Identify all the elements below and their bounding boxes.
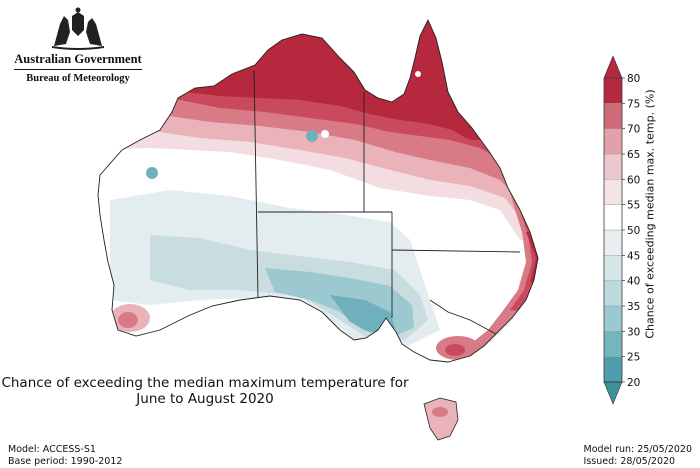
footer-right: Model run: 25/05/2020 Issued: 28/05/2020 [584, 444, 692, 468]
legend-max-arrow [603, 55, 623, 79]
model-label: Model: ACCESS-S1 [8, 444, 96, 455]
map-title-line-1: Chance of exceeding the median maximum t… [1, 375, 409, 391]
legend-tick-label: 55 [627, 200, 640, 212]
legend-tick-label: 80 [627, 73, 640, 85]
issued-label: Issued: 28/05/2020 [583, 456, 676, 467]
map-title-line-2: June to August 2020 [136, 391, 274, 407]
legend-tick-label: 45 [627, 250, 640, 262]
legend-tick-label: 60 [627, 174, 640, 186]
legend-tick-label: 70 [627, 124, 640, 136]
org-sub-name: Bureau of Meteorology [26, 73, 130, 84]
legend-tick-label: 40 [627, 276, 640, 288]
legend-tick-label: 35 [627, 301, 640, 313]
legend-swatch [603, 128, 623, 155]
legend-swatch [603, 153, 623, 180]
legend-tick-label: 65 [627, 149, 640, 161]
legend-swatch [603, 103, 623, 129]
legend-tick-label: 20 [627, 377, 640, 389]
legend-swatch [603, 179, 623, 205]
legend-swatch [603, 229, 623, 256]
legend-swatch [603, 305, 623, 332]
legend-tick-label: 25 [627, 352, 640, 364]
map-title: Chance of exceeding the median maximum t… [0, 375, 410, 407]
legend-swatch [603, 77, 623, 104]
legend-tick-label: 30 [627, 326, 640, 338]
footer-left: Model: ACCESS-S1 Base period: 1990-2012 [8, 444, 122, 468]
color-legend: 20 25 30 35 40 45 50 55 60 65 70 75 80 [603, 55, 640, 405]
state-borders [253, 69, 521, 335]
legend-title: Chance of exceeding median max. temp. (%… [643, 89, 657, 339]
legend-min-arrow [603, 381, 623, 405]
legend-swatch [603, 356, 623, 383]
coat-of-arms-icon [52, 7, 104, 50]
legend-swatch [603, 255, 623, 281]
legend-swatch [603, 280, 623, 307]
legend-tick-label: 75 [627, 98, 640, 110]
legend-swatch [603, 204, 623, 231]
legend-tick-label: 50 [627, 225, 640, 237]
legend-swatch [603, 331, 623, 357]
model-run-label: Model run: 25/05/2020 [583, 444, 692, 455]
tasmania [423, 397, 459, 441]
org-name: Australian Government [14, 52, 142, 70]
base-period-label: Base period: 1990-2012 [8, 456, 123, 467]
bom-logo: Australian Government Bureau of Meteorol… [14, 6, 142, 84]
